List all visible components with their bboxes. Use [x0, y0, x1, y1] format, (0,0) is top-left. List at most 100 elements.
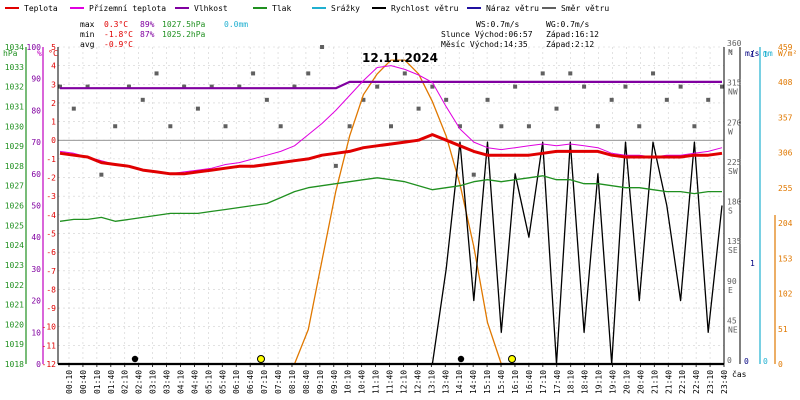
- ms-tick-label: 1: [750, 50, 755, 59]
- wind-direction-point: [471, 172, 476, 177]
- direction-tick-label: 135: [727, 237, 742, 246]
- wind-direction-point: [457, 124, 462, 129]
- wind-direction-point: [444, 97, 449, 102]
- stats-max-label: max: [80, 20, 95, 29]
- wind-direction-point: [595, 124, 600, 129]
- temp-tick-label: -7: [46, 267, 56, 276]
- legend-label: Teplota: [24, 4, 58, 13]
- hpa-tick-label: 1025: [5, 221, 24, 230]
- wind-direction-point: [251, 71, 256, 76]
- time-tick-label: 09:40: [330, 370, 339, 394]
- wind-direction-point: [389, 124, 393, 129]
- time-tick-label: 00:40: [79, 370, 88, 394]
- time-tick-label: 02:40: [135, 370, 144, 394]
- wind-direction-point: [333, 163, 338, 168]
- hpa-tick-label: 1019: [5, 340, 24, 349]
- time-tick-label: 20:10: [622, 370, 631, 394]
- solar-tick-label: 102: [778, 290, 793, 299]
- stats-avg-temp: -0.9°C: [104, 40, 133, 49]
- solar-tick-label: 255: [778, 184, 793, 193]
- wind-direction-point: [554, 106, 559, 111]
- moon-set-marker: [131, 355, 139, 363]
- temp-tick-label: -5: [46, 229, 56, 238]
- stats-avg-label: avg: [80, 40, 95, 49]
- pct-axis-title: %: [37, 49, 42, 58]
- ms-tick-label-mid: 1: [750, 259, 755, 268]
- pct-tick-label: 20: [31, 297, 41, 306]
- wind-direction-point: [361, 97, 366, 102]
- temp-tick-label: -8: [46, 285, 56, 294]
- x-axis-title: čas: [732, 369, 747, 379]
- time-tick-label: 23:10: [706, 370, 715, 394]
- hpa-tick-label: 1021: [5, 301, 24, 310]
- legend: Teplota Přízemní teplota Vlhkost Tlak Srážky…: [5, 4, 609, 13]
- time-tick-label: 20:40: [636, 370, 645, 394]
- temp-tick-label: 1: [51, 118, 56, 127]
- temp-tick-label: 4: [51, 62, 56, 71]
- time-tick-label: 11:40: [386, 370, 395, 394]
- time-tick-label: 03:10: [149, 370, 158, 394]
- direction-tick-name: SW: [728, 167, 738, 176]
- pct-tick-label: 100: [27, 43, 42, 52]
- wind-direction-point: [195, 106, 200, 111]
- hpa-tick-label: 1022: [5, 281, 24, 290]
- direction-tick-name: NW: [728, 88, 738, 97]
- wind-direction-point: [58, 84, 62, 89]
- time-tick-label: 23:40: [720, 370, 729, 394]
- wind-direction-point: [540, 71, 545, 76]
- temp-tick-label: 5: [51, 43, 56, 52]
- hpa-tick-label: 1034: [5, 43, 24, 52]
- time-tick-label: 17:40: [553, 370, 562, 394]
- grid: [58, 46, 725, 365]
- time-tick-label: 22:40: [692, 370, 701, 394]
- hpa-tick-label: 1032: [5, 83, 24, 92]
- time-tick-label: 18:40: [581, 370, 590, 394]
- temp-tick-label: -3: [46, 192, 56, 201]
- hpa-tick-label: 1030: [5, 122, 24, 131]
- wind-direction-point: [168, 124, 173, 129]
- legend-label: Náraz větru: [486, 4, 539, 13]
- info-moonrise: Měsíc Východ:14:35: [441, 40, 528, 49]
- solar-tick-label: 357: [778, 113, 793, 122]
- time-tick-label: 04:40: [190, 370, 199, 394]
- time-tick-label: 15:10: [483, 370, 492, 394]
- direction-tick-label: 225: [727, 158, 742, 167]
- solar-tick-label: 153: [778, 254, 793, 263]
- wind-direction-point: [237, 84, 242, 89]
- stats-min-hum: 87%: [140, 30, 155, 39]
- wind-direction-point: [582, 84, 587, 89]
- direction-axis-title: °: [728, 49, 733, 58]
- legend-label: Rychlost větru: [391, 4, 459, 13]
- hpa-tick-label: 1029: [5, 142, 24, 151]
- mm-tick-label: 1: [763, 50, 768, 59]
- info-panel: WS:0.7m/s WG:0.7m/s Slunce Východ:06:57 …: [441, 20, 599, 49]
- time-tick-label: 00:10: [65, 370, 74, 394]
- solar-tick-label: 0: [778, 360, 783, 369]
- solar-tick-label: 408: [778, 78, 793, 87]
- wind-direction-point: [375, 84, 380, 89]
- solar-tick-label: 459: [778, 43, 793, 52]
- time-tick-label: 14:10: [455, 370, 464, 394]
- pct-tick-label: 90: [31, 75, 41, 84]
- time-tick-label: 08:10: [288, 370, 297, 394]
- time-tick-label: 03:40: [163, 370, 172, 394]
- pct-tick-label: 60: [31, 170, 41, 179]
- solar-axis-title: W/m²: [778, 49, 797, 58]
- wind-direction-point: [416, 106, 421, 111]
- legend-label: Tlak: [272, 4, 291, 13]
- time-tick-label: 12:10: [399, 370, 408, 394]
- wind-direction-point: [264, 97, 269, 102]
- pct-tick-label: 0: [36, 360, 41, 369]
- wind-direction-point: [126, 84, 131, 89]
- pct-tick-label: 30: [31, 265, 41, 274]
- time-tick-label: 06:40: [246, 370, 255, 394]
- temp-tick-label: 0: [51, 136, 56, 145]
- time-tick-label: 11:10: [372, 370, 381, 394]
- wind-direction-point: [113, 124, 118, 129]
- wind-direction-point: [320, 45, 325, 49]
- hpa-tick-label: 1028: [5, 162, 24, 171]
- wind-direction-point: [292, 84, 297, 89]
- pct-tick-label: 40: [31, 233, 41, 242]
- wind-direction-point: [609, 97, 614, 102]
- direction-tick-label: 360: [727, 39, 742, 48]
